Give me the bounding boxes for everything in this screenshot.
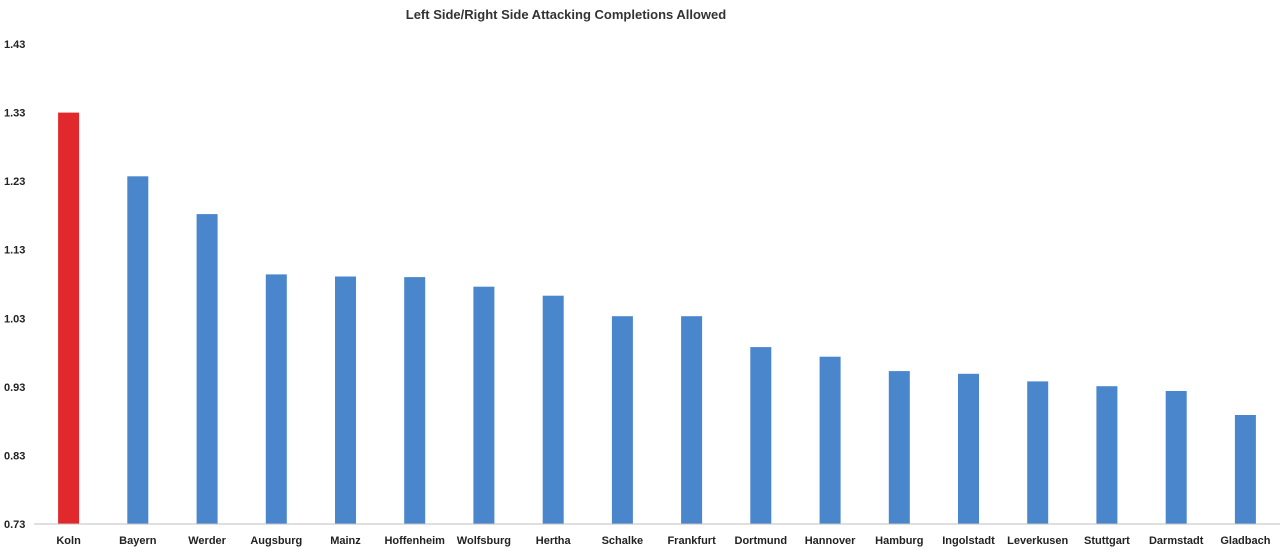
bar-werder bbox=[196, 214, 218, 524]
bar-hoffenheim bbox=[404, 277, 426, 524]
bars bbox=[58, 112, 1256, 525]
x-tick-label: Hamburg bbox=[875, 535, 923, 547]
x-tick-label: Koln bbox=[56, 535, 81, 547]
x-tick-label: Hertha bbox=[536, 535, 572, 547]
x-tick-label: Mainz bbox=[330, 535, 361, 547]
x-tick-label: Augsburg bbox=[250, 535, 302, 547]
x-tick-label: Stuttgart bbox=[1084, 535, 1130, 547]
x-tick-label: Bayern bbox=[119, 535, 157, 547]
bar-bayern bbox=[127, 176, 149, 525]
bar-koln bbox=[58, 112, 80, 524]
x-tick-label: Darmstadt bbox=[1149, 535, 1204, 547]
x-tick-label: Ingolstadt bbox=[942, 535, 995, 547]
y-tick-label: 1.23 bbox=[4, 176, 25, 188]
x-tick-label: Wolfsburg bbox=[457, 535, 511, 547]
bar-mainz bbox=[335, 276, 356, 524]
chart-title: Left Side/Right Side Attacking Completio… bbox=[406, 7, 727, 22]
bar-hamburg bbox=[888, 371, 910, 524]
bar-hannover bbox=[819, 356, 841, 524]
bar-dortmund bbox=[750, 347, 772, 524]
bar-leverkusen bbox=[1027, 381, 1049, 524]
x-tick-label: Werder bbox=[188, 535, 226, 547]
bar-darmstadt bbox=[1165, 391, 1187, 524]
bar-schalke bbox=[611, 316, 633, 524]
x-tick-label: Schalke bbox=[602, 535, 644, 547]
y-tick-label: 0.73 bbox=[4, 519, 25, 531]
x-tick-label: Dortmund bbox=[735, 535, 788, 547]
bar-hertha bbox=[542, 295, 564, 524]
y-tick-label: 1.03 bbox=[4, 313, 25, 325]
y-tick-label: 1.43 bbox=[4, 39, 25, 51]
bar-augsburg bbox=[265, 274, 287, 524]
y-axis-ticks: 0.73 0.83 0.93 1.03 1.13 1.23 1.33 1.43 bbox=[4, 39, 25, 531]
bar-ingolstadt bbox=[958, 373, 979, 524]
x-tick-label: Hannover bbox=[805, 535, 856, 547]
bar-gladbach bbox=[1234, 415, 1256, 524]
x-axis-labels: Koln Bayern Werder Augsburg Mainz Hoffenheim W… bbox=[56, 535, 1270, 547]
x-tick-label: Hoffenheim bbox=[384, 535, 445, 547]
x-tick-label: Leverkusen bbox=[1007, 535, 1068, 547]
y-tick-label: 0.83 bbox=[4, 450, 25, 462]
x-tick-label: Frankfurt bbox=[667, 535, 716, 547]
y-tick-label: 1.33 bbox=[4, 108, 25, 120]
y-tick-label: 0.93 bbox=[4, 382, 25, 394]
x-tick-label: Gladbach bbox=[1220, 535, 1270, 547]
bar-frankfurt bbox=[681, 316, 703, 524]
bar-stuttgart bbox=[1096, 386, 1118, 524]
bar-wolfsburg bbox=[473, 286, 495, 524]
y-tick-label: 1.13 bbox=[4, 245, 25, 257]
